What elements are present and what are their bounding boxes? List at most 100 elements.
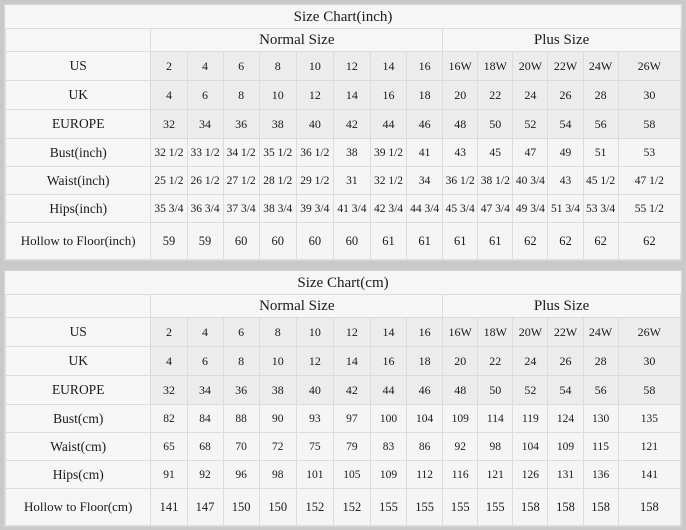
row-label-waist: Waist(inch) [4,166,152,195]
cell-bust-13: 135 [617,404,682,433]
cell-us-7: 16 [406,51,444,81]
cell-eu-8: 48 [442,375,479,405]
cell-eu-7: 46 [406,375,444,405]
cell-waist-2: 70 [222,432,260,461]
cell-hollow-4: 60 [295,222,334,260]
cell-waist-7: 86 [406,432,444,461]
cell-uk-4: 12 [295,80,334,110]
cell-us-5: 12 [332,317,371,347]
group-header-corner [4,28,152,52]
cell-uk-5: 14 [332,346,371,376]
cell-bust-2: 34 1/2 [222,138,260,167]
cell-us-2: 6 [222,317,260,347]
cell-hips-0: 35 3/4 [150,194,188,223]
cell-waist-3: 28 1/2 [258,166,297,195]
group-header-plus-size: Plus Size [442,294,681,318]
cell-hollow-13: 158 [617,488,682,526]
table-row-us: US 2 4 6 8 10 12 14 16 16W 18W 20W 22W 2… [4,51,682,81]
cell-eu-13: 58 [617,109,682,139]
cell-uk-1: 6 [186,80,224,110]
row-label-uk: UK [4,80,152,110]
group-header-row: Normal Size Plus Size [4,28,681,52]
cell-uk-6: 16 [369,346,408,376]
cell-hollow-12: 158 [582,488,619,526]
cell-hollow-10: 158 [512,488,549,526]
cell-eu-4: 40 [295,109,334,139]
cell-uk-2: 8 [222,346,260,376]
cell-hips-7: 44 3/4 [406,194,444,223]
cell-waist-8: 36 1/2 [442,166,479,195]
cell-us-10: 20W [512,51,549,81]
cell-hollow-8: 155 [442,488,479,526]
cell-bust-10: 119 [512,404,549,433]
table-row-hips: Hips(inch) 35 3/4 36 3/4 37 3/4 38 3/4 3… [4,194,682,223]
cell-bust-13: 53 [617,138,682,167]
cell-waist-9: 38 1/2 [477,166,514,195]
cell-eu-11: 54 [547,109,584,139]
cell-hips-1: 36 3/4 [186,194,224,223]
cell-us-9: 18W [477,317,514,347]
cell-waist-6: 32 1/2 [369,166,408,195]
cell-waist-13: 121 [617,432,682,461]
cell-us-4: 10 [295,51,334,81]
cell-uk-12: 28 [582,346,619,376]
cell-waist-13: 47 1/2 [617,166,682,195]
cell-bust-6: 39 1/2 [369,138,408,167]
cell-hips-2: 96 [222,460,260,489]
cell-hollow-2: 150 [222,488,260,526]
row-label-hips: Hips(inch) [4,194,152,223]
cell-uk-12: 28 [582,80,619,110]
cell-hollow-13: 62 [617,222,682,260]
cell-eu-6: 44 [369,109,408,139]
cell-waist-1: 26 1/2 [186,166,224,195]
cell-us-10: 20W [512,317,549,347]
cell-hollow-6: 155 [369,488,408,526]
cell-hollow-9: 155 [477,488,514,526]
cell-bust-9: 45 [477,138,514,167]
cell-eu-10: 52 [512,375,549,405]
cell-eu-2: 36 [222,375,260,405]
row-label-europe: EUROPE [4,375,152,405]
row-label-hollow-to-floor: Hollow to Floor(inch) [4,222,152,260]
cell-hips-0: 91 [150,460,188,489]
cell-waist-2: 27 1/2 [222,166,260,195]
cell-us-1: 4 [186,317,224,347]
cell-bust-0: 32 1/2 [150,138,188,167]
cell-us-0: 2 [150,317,188,347]
cell-waist-0: 65 [150,432,188,461]
cell-hips-12: 136 [582,460,619,489]
cell-bust-11: 49 [547,138,584,167]
cell-hips-9: 121 [477,460,514,489]
group-header-normal-size: Normal Size [150,28,444,52]
cell-waist-5: 79 [332,432,371,461]
cell-hips-3: 98 [258,460,297,489]
cell-uk-13: 30 [617,346,682,376]
cell-waist-11: 43 [547,166,584,195]
cell-bust-8: 43 [442,138,479,167]
cell-hips-5: 41 3/4 [332,194,371,223]
table-row-hollow-to-floor: Hollow to Floor(cm) 141 147 150 150 152 … [4,488,682,526]
cell-uk-4: 12 [295,346,334,376]
cell-eu-1: 34 [186,109,224,139]
cell-us-13: 26W [617,317,682,347]
cell-hollow-8: 61 [442,222,479,260]
cell-hips-3: 38 3/4 [258,194,297,223]
cell-us-11: 22W [547,51,584,81]
chart-title: Size Chart(inch) [5,5,681,29]
cell-us-0: 2 [150,51,188,81]
table-row-waist: Waist(cm) 65 68 70 72 75 79 83 86 92 98 … [4,432,682,461]
table-row-europe: EUROPE 32 34 36 38 40 42 44 46 48 50 52 … [4,109,682,139]
table-row-hollow-to-floor: Hollow to Floor(inch) 59 59 60 60 60 60 … [4,222,682,260]
cell-bust-7: 104 [406,404,444,433]
cell-hips-11: 51 3/4 [547,194,584,223]
group-header-plus-size: Plus Size [442,28,681,52]
cell-eu-6: 44 [369,375,408,405]
cell-bust-12: 51 [582,138,619,167]
table-row-uk: UK 4 6 8 10 12 14 16 18 20 22 24 26 28 3… [4,80,682,110]
cell-hollow-1: 147 [186,488,224,526]
cell-eu-11: 54 [547,375,584,405]
cell-eu-10: 52 [512,109,549,139]
cell-bust-4: 93 [295,404,334,433]
cell-hips-4: 101 [295,460,334,489]
cell-uk-2: 8 [222,80,260,110]
